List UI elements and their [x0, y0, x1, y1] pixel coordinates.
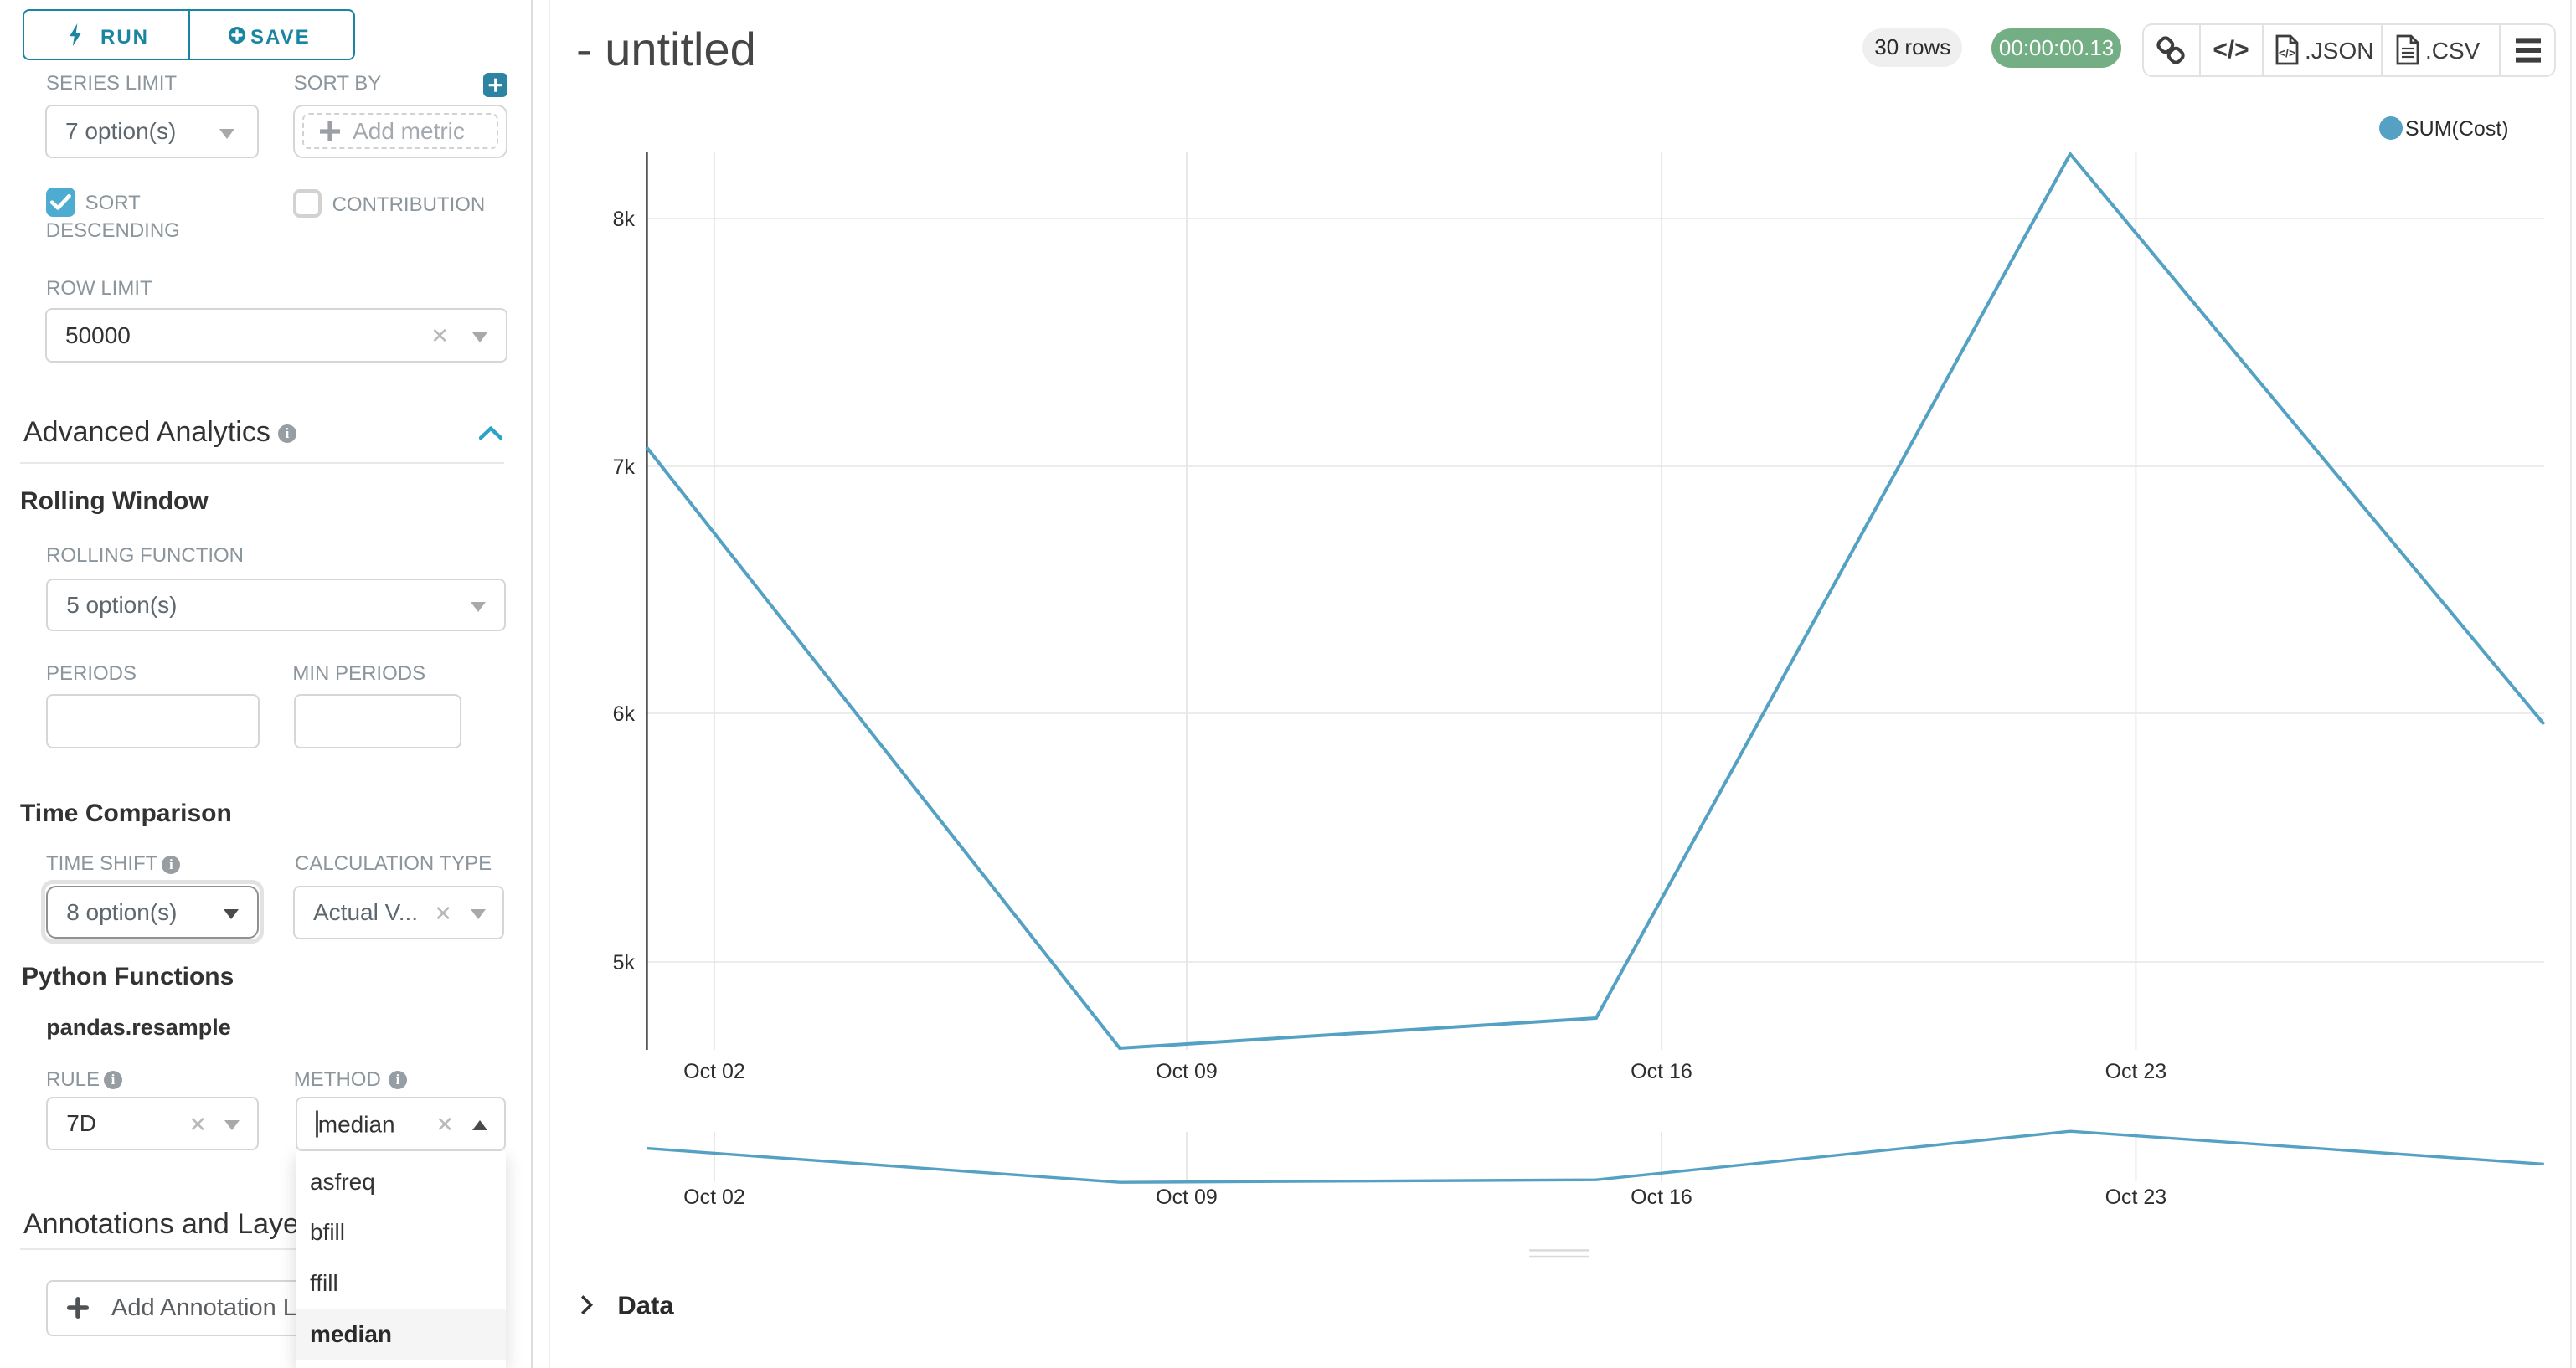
svg-text:Oct 09: Oct 09: [1156, 1185, 1218, 1209]
svg-text:5k: 5k: [613, 951, 636, 975]
svg-text:8k: 8k: [613, 208, 636, 231]
svg-text:Data: Data: [617, 1290, 674, 1319]
svg-text:Oct 02: Oct 02: [683, 1185, 745, 1209]
svg-text:Oct 02: Oct 02: [683, 1060, 745, 1083]
svg-text:7k: 7k: [613, 455, 636, 479]
svg-text:Oct 16: Oct 16: [1631, 1060, 1692, 1083]
svg-text:Oct 09: Oct 09: [1156, 1060, 1218, 1083]
svg-text:Oct 23: Oct 23: [2105, 1185, 2167, 1209]
svg-text:Oct 16: Oct 16: [1631, 1185, 1692, 1209]
svg-text:</>: </>: [2279, 46, 2295, 59]
svg-text:Oct 23: Oct 23: [2105, 1060, 2167, 1083]
svg-text:SUM(Cost): SUM(Cost): [2405, 117, 2509, 141]
svg-text:6k: 6k: [613, 702, 636, 726]
